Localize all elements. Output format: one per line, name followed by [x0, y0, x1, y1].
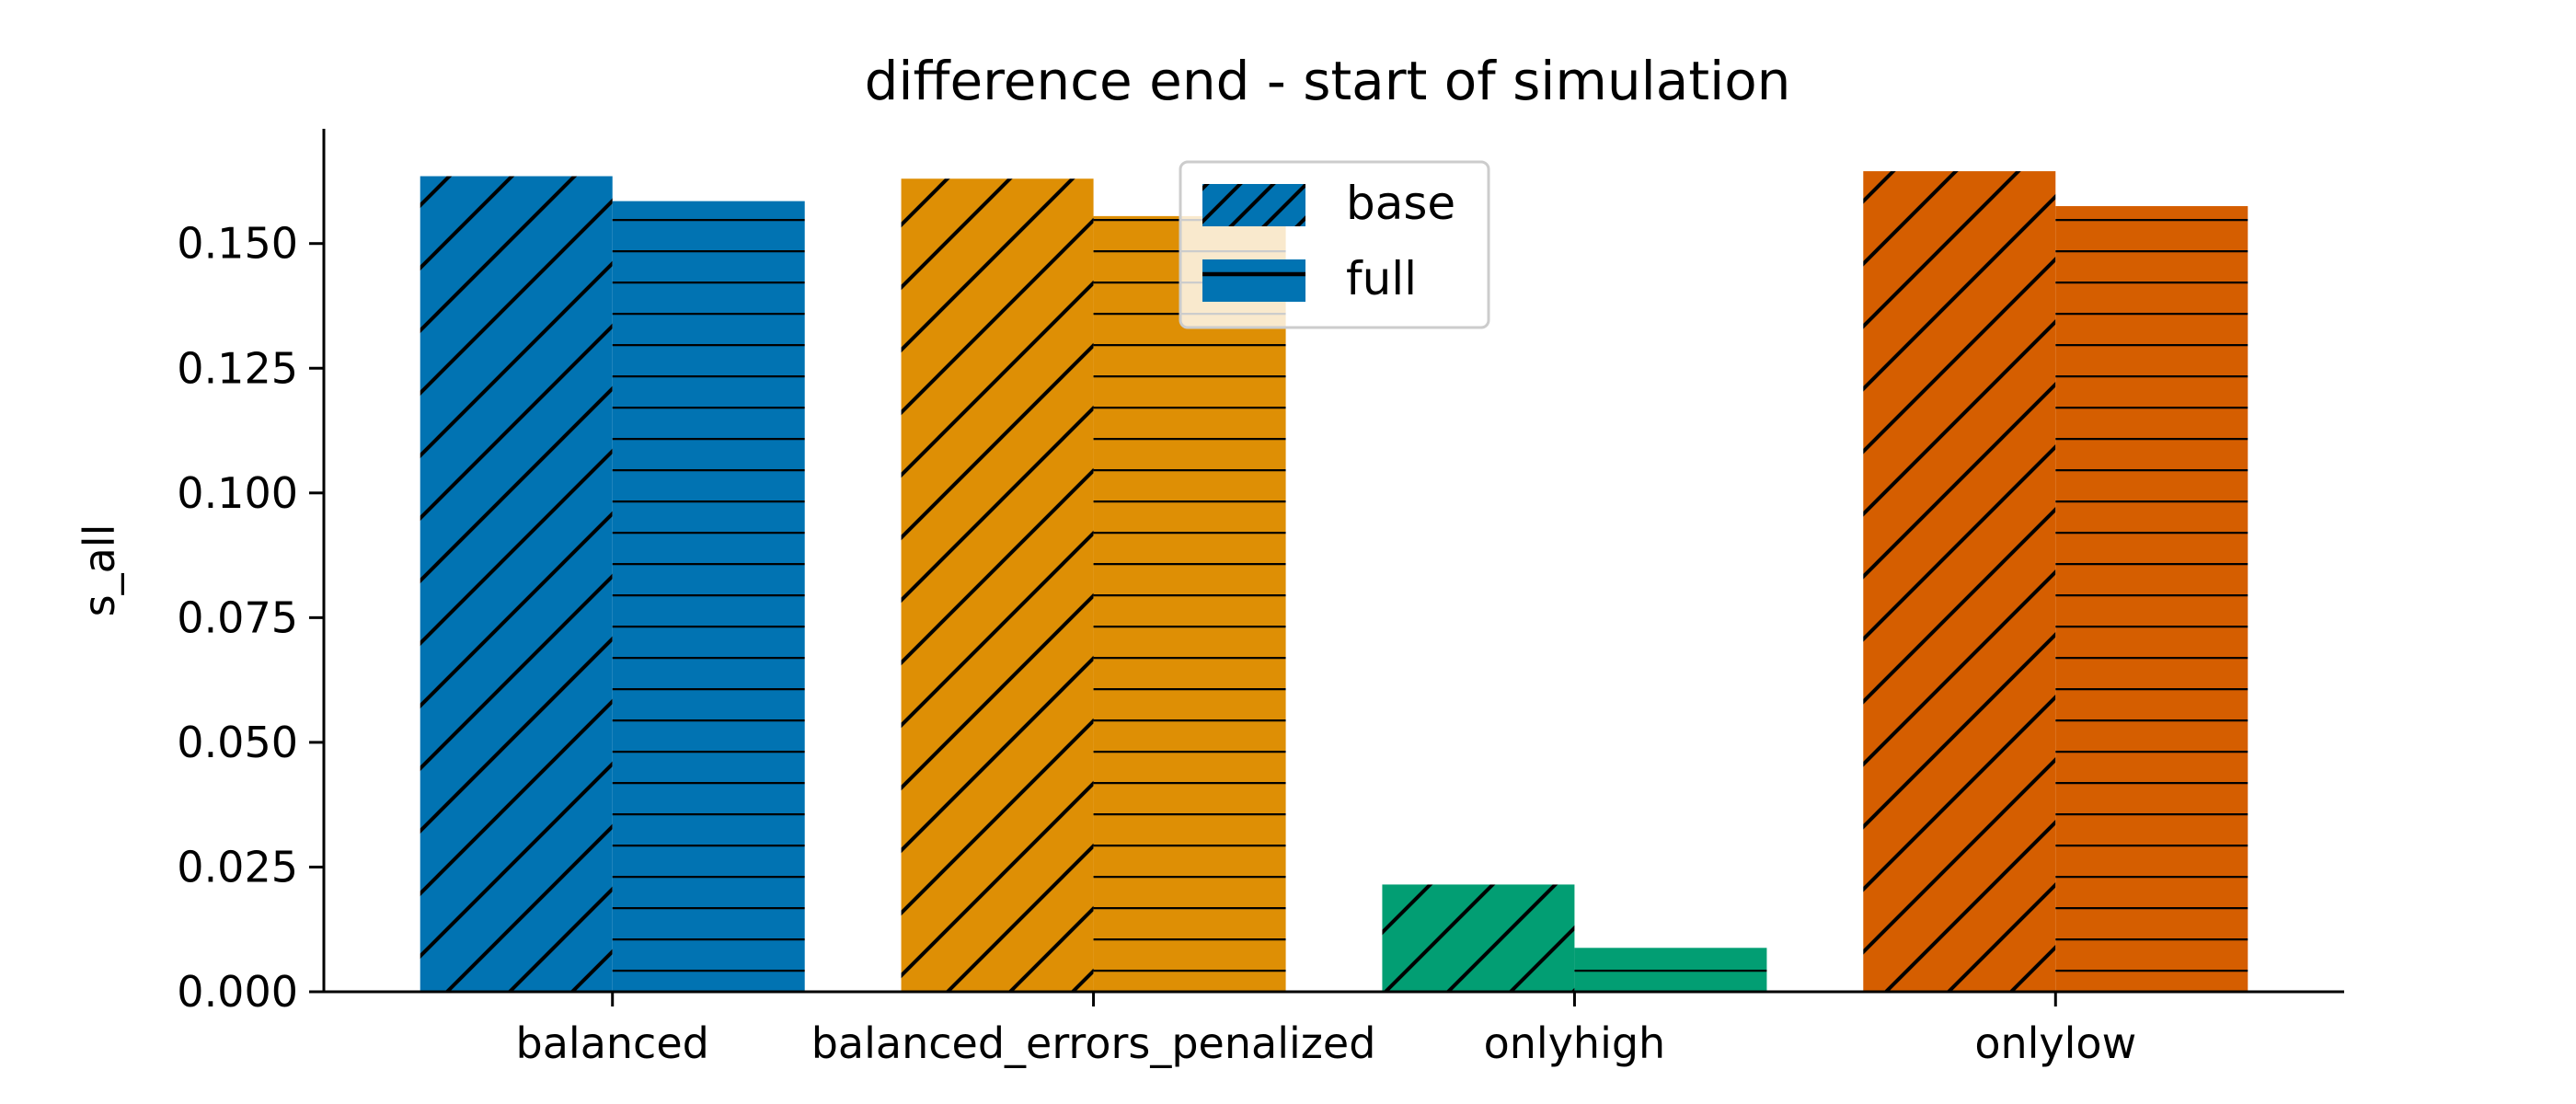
- x-tick-label: balanced_errors_penalized: [811, 1018, 1376, 1068]
- bar-base-onlylow: [1863, 171, 2056, 993]
- bar-full-balanced: [612, 201, 805, 992]
- bar-base-balanced_errors_penalized: [901, 178, 1094, 992]
- x-tick-label: balanced: [516, 1018, 709, 1068]
- y-tick-label: 0.125: [177, 343, 298, 393]
- legend-swatch-base: [1202, 184, 1305, 226]
- x-tick-label: onlylow: [1974, 1018, 2136, 1068]
- y-tick-label: 0.075: [177, 592, 298, 642]
- x-tick-label: onlyhigh: [1484, 1018, 1666, 1068]
- legend-label-base: base: [1346, 177, 1455, 230]
- bar-base-onlyhigh: [1382, 884, 1575, 992]
- y-tick-label: 0.100: [177, 468, 298, 518]
- bar-full-onlyhigh: [1574, 948, 1767, 992]
- axes-group: balanced balanced_errors_penalized onlyhig…: [177, 129, 2344, 1068]
- bar-full-onlylow: [2055, 206, 2248, 992]
- bar-full-balanced_errors_penalized: [1093, 215, 1286, 992]
- y-tick-label: 0.050: [177, 718, 298, 767]
- y-tick-label: 0.025: [177, 842, 298, 891]
- bar-base-balanced: [420, 176, 613, 992]
- legend-swatch-full: [1202, 259, 1305, 302]
- bars-group: [420, 171, 2248, 993]
- y-tick-label: 0.000: [177, 967, 298, 1017]
- y-tick-label: 0.150: [177, 219, 298, 269]
- chart-title: difference end - start of simulation: [865, 50, 1791, 112]
- legend-label-full: full: [1346, 252, 1417, 305]
- legend: base full: [1179, 160, 1490, 329]
- y-axis-label: s_all: [75, 524, 124, 617]
